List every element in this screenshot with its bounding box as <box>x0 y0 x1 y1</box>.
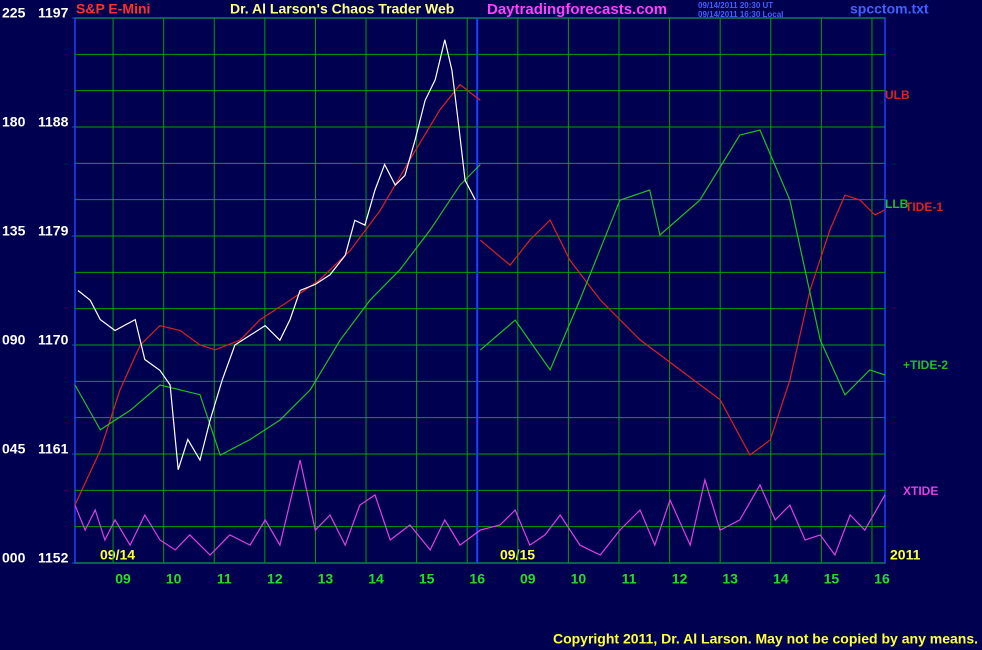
y2-tick-label: 000 <box>2 550 26 566</box>
y2-tick-label: 225 <box>2 5 26 21</box>
legend-label: TIDE-1 <box>905 200 943 214</box>
x-tick-label: 13 <box>318 571 334 587</box>
date-label: 09/14 <box>100 547 135 563</box>
x-tick-label: 14 <box>773 571 789 587</box>
timestamp-local: 09/14/2011 16:30 Local <box>698 10 783 19</box>
x-tick-label: 09 <box>115 571 131 587</box>
file-name: spcctom.txt <box>850 1 929 17</box>
x-tick-label: 13 <box>722 571 738 587</box>
x-tick-label: 14 <box>368 571 384 587</box>
legend-label: +TIDE-2 <box>903 358 948 372</box>
series-line <box>479 194 886 456</box>
y-tick-label: 1197 <box>38 5 69 21</box>
y-tick-label: 1179 <box>38 223 69 239</box>
chart-title: Dr. Al Larson's Chaos Trader Web <box>230 1 454 17</box>
y-tick-label: 1152 <box>38 550 69 566</box>
legend-label: ULB <box>885 88 910 102</box>
x-tick-label: 09 <box>520 571 536 587</box>
y2-tick-label: 135 <box>2 223 26 239</box>
x-tick-label: 12 <box>267 571 283 587</box>
legend-label: LLB <box>885 197 909 211</box>
y2-tick-label: 045 <box>2 441 26 457</box>
price-line <box>77 39 476 470</box>
x-tick-label: 11 <box>217 571 232 587</box>
x-tick-label: 15 <box>824 571 840 587</box>
y-tick-label: 1161 <box>38 441 69 457</box>
x-tick-label: 12 <box>672 571 688 587</box>
symbol: S&P E-Mini <box>76 1 150 17</box>
x-tick-label: 16 <box>469 571 485 587</box>
x-tick-label: 10 <box>166 571 182 587</box>
series-line <box>74 164 481 457</box>
timestamp-ut: 09/14/2011 20:30 UT <box>698 1 773 10</box>
x-tick-label: 11 <box>622 571 637 587</box>
copyright: Copyright 2011, Dr. Al Larson. May not b… <box>553 631 978 647</box>
legend-label: XTIDE <box>903 484 938 498</box>
y-tick-label: 1170 <box>38 332 69 348</box>
site: Daytradingforecasts.com <box>487 1 667 18</box>
series-line <box>74 459 886 557</box>
x-tick-label: 10 <box>571 571 587 587</box>
y2-tick-label: 090 <box>2 332 26 348</box>
x-tick-label: 15 <box>419 571 435 587</box>
year-label: 2011 <box>890 547 921 563</box>
series-line <box>479 129 886 396</box>
y2-tick-label: 180 <box>2 114 26 130</box>
series-line <box>74 83 481 506</box>
y-tick-label: 1188 <box>38 114 69 130</box>
x-tick-label: 16 <box>874 571 890 587</box>
